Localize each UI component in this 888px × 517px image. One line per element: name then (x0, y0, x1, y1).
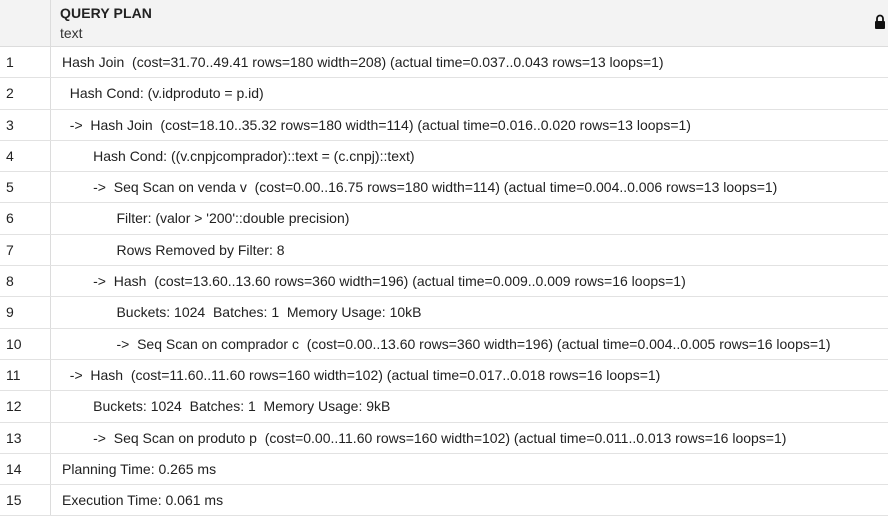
table-row[interactable]: 2 Hash Cond: (v.idproduto = p.id) (0, 78, 888, 110)
row-number[interactable]: 13 (0, 422, 51, 453)
row-number[interactable]: 4 (0, 140, 51, 172)
table-row[interactable]: 6 Filter: (valor > '200'::double precisi… (0, 203, 888, 235)
query-plan-cell[interactable]: Rows Removed by Filter: 8 (62, 241, 285, 258)
row-number[interactable]: 5 (0, 172, 51, 203)
row-number[interactable]: 8 (0, 266, 51, 297)
query-plan-cell[interactable]: -> Seq Scan on venda v (cost=0.00..16.75… (62, 179, 778, 196)
row-number[interactable]: 14 (0, 453, 51, 485)
row-number[interactable]: 1 (0, 47, 51, 78)
query-plan-cell[interactable]: -> Seq Scan on comprador c (cost=0.00..1… (62, 335, 831, 352)
table-row[interactable]: 9 Buckets: 1024 Batches: 1 Memory Usage:… (0, 297, 888, 329)
query-plan-cell[interactable]: -> Hash (cost=11.60..11.60 rows=160 widt… (62, 366, 661, 383)
row-number[interactable]: 7 (0, 234, 51, 266)
query-plan-cell[interactable]: Hash Cond: ((v.cnpjcomprador)::text = (c… (62, 147, 415, 164)
query-plan-cell[interactable]: Buckets: 1024 Batches: 1 Memory Usage: 9… (62, 398, 391, 415)
query-plan-cell[interactable]: -> Hash Join (cost=18.10..35.32 rows=180… (62, 116, 691, 133)
table-row[interactable]: 10 -> Seq Scan on comprador c (cost=0.00… (0, 328, 888, 360)
row-number[interactable]: 6 (0, 203, 51, 234)
query-plan-cell[interactable]: Execution Time: 0.061 ms (62, 492, 224, 509)
query-plan-cell[interactable]: -> Seq Scan on produto p (cost=0.00..11.… (62, 429, 787, 446)
table-row[interactable]: 14 Planning Time: 0.265 ms (0, 453, 888, 486)
row-number[interactable]: 10 (0, 328, 51, 359)
row-number-header[interactable] (0, 0, 51, 47)
row-number[interactable]: 11 (0, 359, 51, 391)
table-row[interactable]: 7 Rows Removed by Filter: 8 (0, 234, 888, 267)
query-plan-cell[interactable]: -> Hash (cost=13.60..13.60 rows=360 widt… (62, 273, 686, 290)
query-plan-cell[interactable]: Filter: (valor > '200'::double precision… (62, 210, 350, 227)
query-plan-cell[interactable]: Planning Time: 0.265 ms (62, 460, 217, 477)
table-row[interactable]: 12 Buckets: 1024 Batches: 1 Memory Usage… (0, 391, 888, 423)
grid-body: 1 Hash Join (cost=31.70..49.41 rows=180 w… (0, 47, 888, 517)
lock-icon (875, 14, 885, 29)
table-row[interactable]: 15 Execution Time: 0.061 ms (0, 485, 888, 517)
table-row[interactable]: 13 -> Seq Scan on produto p (cost=0.00..… (0, 422, 888, 454)
row-number[interactable]: 9 (0, 297, 51, 328)
column-name[interactable]: QUERY PLAN (60, 5, 153, 21)
row-number[interactable]: 15 (0, 485, 51, 516)
table-row[interactable]: 3 -> Hash Join (cost=18.10..35.32 rows=1… (0, 109, 888, 141)
row-number[interactable]: 2 (0, 78, 51, 109)
grid-header: QUERY PLAN text (0, 0, 888, 47)
table-row[interactable]: 11 -> Hash (cost=11.60..11.60 rows=160 w… (0, 359, 888, 392)
query-plan-cell[interactable]: Hash Join (cost=31.70..49.41 rows=180 wi… (62, 54, 664, 70)
row-number[interactable]: 12 (0, 391, 51, 422)
column-type: text (60, 25, 83, 41)
table-row[interactable]: 8 -> Hash (cost=13.60..13.60 rows=360 wi… (0, 266, 888, 298)
query-plan-cell[interactable]: Buckets: 1024 Batches: 1 Memory Usage: 1… (62, 304, 422, 321)
table-row[interactable]: 4 Hash Cond: ((v.cnpjcomprador)::text = … (0, 140, 888, 173)
table-row[interactable]: 5 -> Seq Scan on venda v (cost=0.00..16.… (0, 172, 888, 204)
table-row[interactable]: 1 Hash Join (cost=31.70..49.41 rows=180 w… (0, 47, 888, 79)
query-plan-cell[interactable]: Hash Cond: (v.idproduto = p.id) (62, 85, 264, 102)
row-number[interactable]: 3 (0, 109, 51, 140)
